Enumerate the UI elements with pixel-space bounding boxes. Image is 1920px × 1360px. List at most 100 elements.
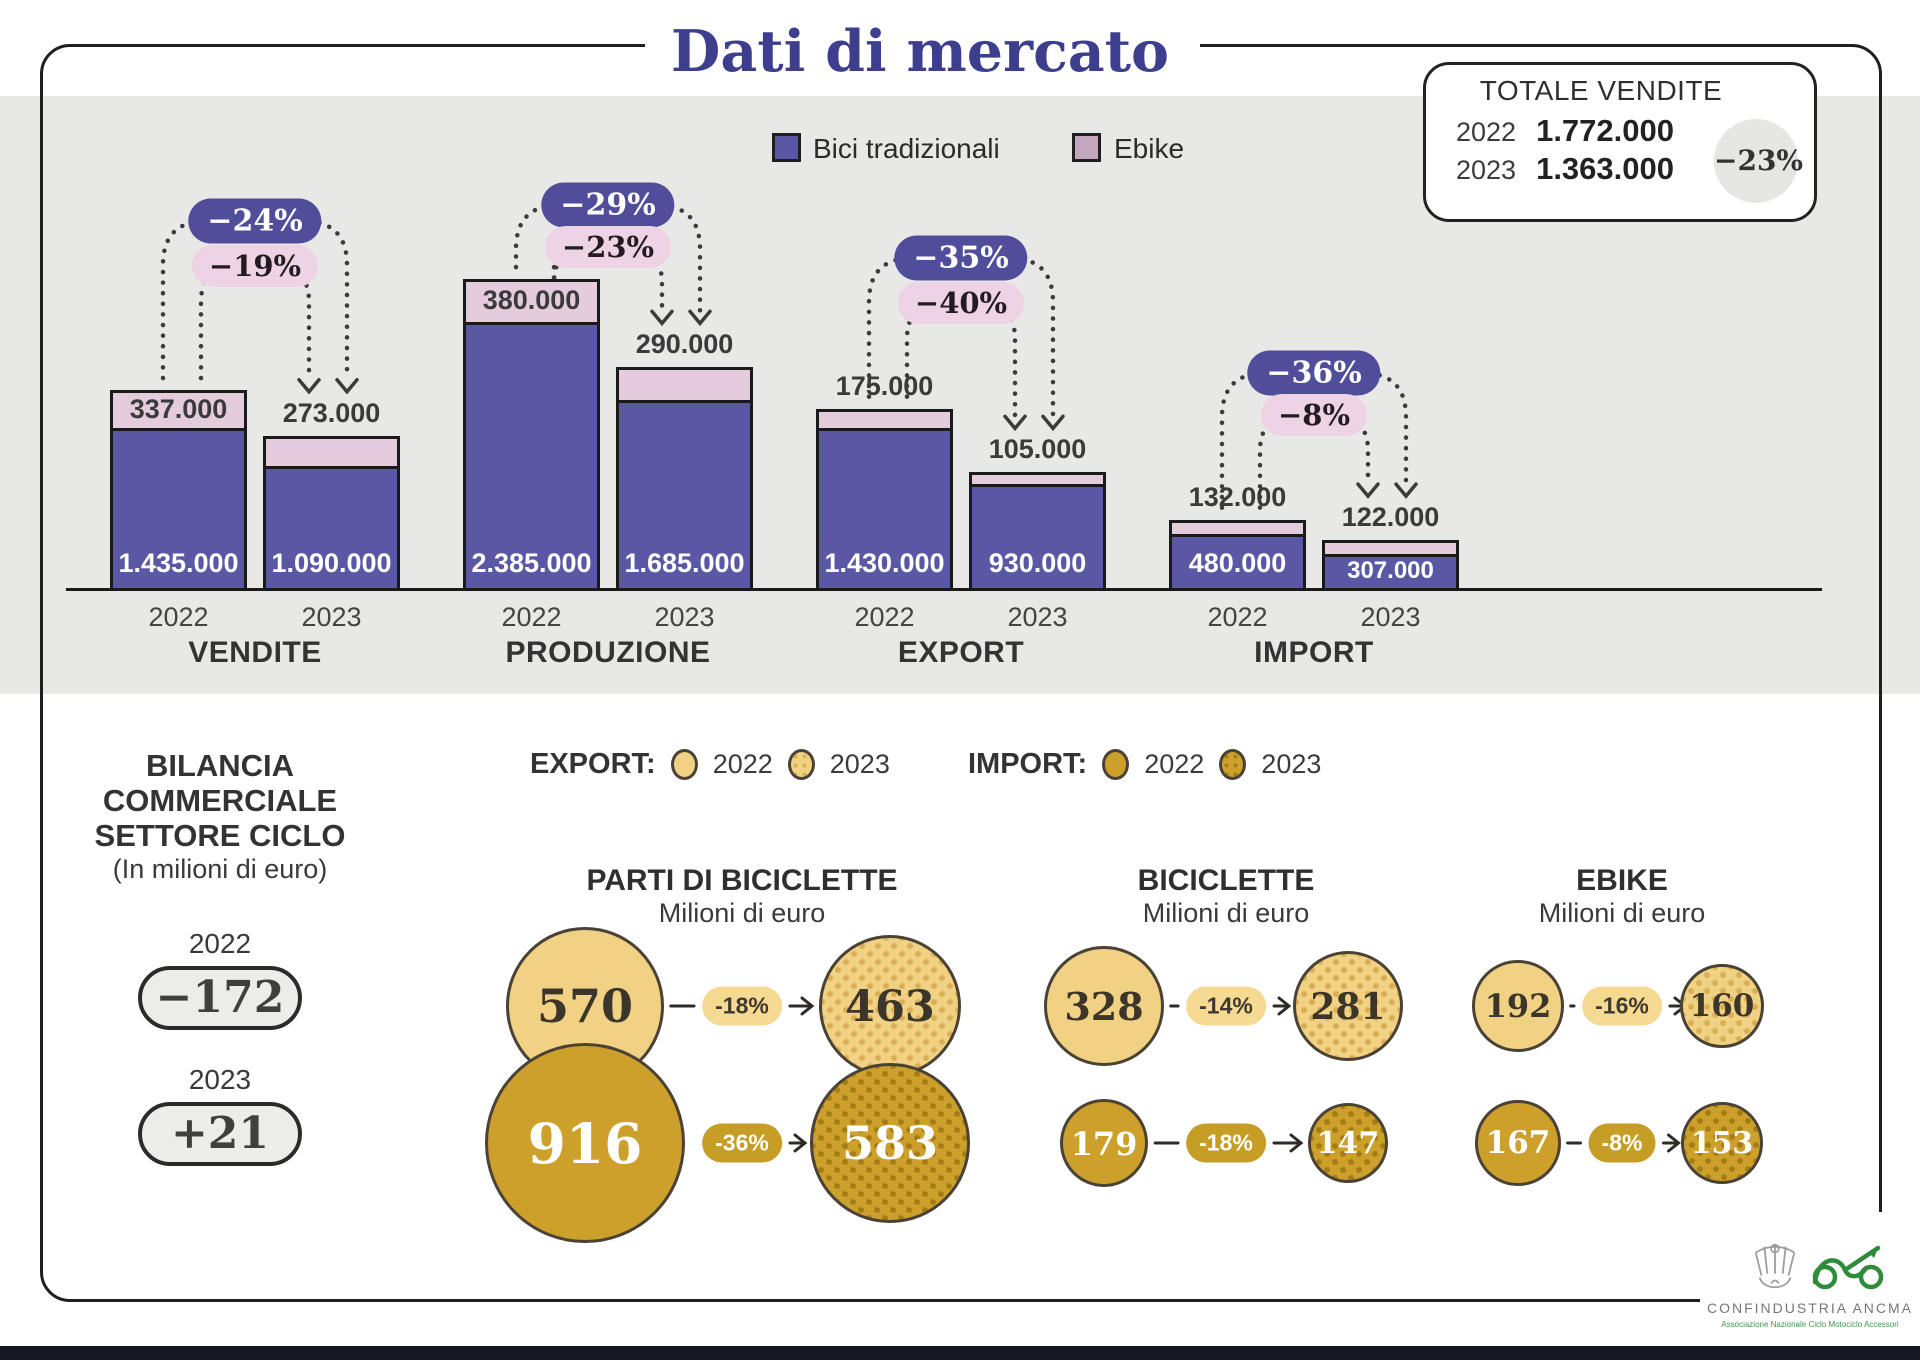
bubble-subtitle-2: Milioni di euro xyxy=(1142,898,1310,928)
bar-export-2022 xyxy=(816,408,953,588)
group-caption-export: EXPORT xyxy=(897,636,1025,669)
legend-label-ebike: Ebike xyxy=(1114,133,1185,164)
legend-swatch-bici xyxy=(772,133,801,162)
bubble-import-2022: 916 xyxy=(485,1043,685,1243)
totale-year: 2022 xyxy=(1456,117,1517,147)
bar-segment-ebike xyxy=(266,438,397,470)
axis-year-label: 2022 xyxy=(501,602,562,632)
bubble-import-2022: 167 xyxy=(1475,1100,1561,1186)
import-2023-label: 2023 xyxy=(1261,749,1322,779)
export-legend: EXPORT: 2022 2023 xyxy=(530,748,890,781)
bubble-delta-badge: -18% xyxy=(702,986,782,1026)
import-legend-label: IMPORT: xyxy=(968,748,1088,780)
bar-produzione-2023 xyxy=(616,367,753,588)
bubble-delta-badge: -8% xyxy=(1588,1123,1656,1163)
totale-vendite-box: TOTALE VENDITE 2022 1.772.000 2023 1.363… xyxy=(1423,62,1817,222)
axis-year-label: 2022 xyxy=(1207,602,1268,632)
delta-badge-bici: −24% xyxy=(188,198,322,244)
bar-segment-ebike xyxy=(972,475,1103,488)
export-2023-label: 2023 xyxy=(829,749,890,779)
bar-value-ebike: 175.000 xyxy=(835,370,934,401)
confindustria-eagle-icon xyxy=(1748,1238,1802,1299)
import-2023-swatch xyxy=(1219,749,1247,780)
bar-export-2023 xyxy=(969,472,1106,588)
totale-delta-badge: −23% xyxy=(1714,119,1803,203)
bar-value-ebike: 132.000 xyxy=(1188,481,1287,512)
delta-badge-ebike: −40% xyxy=(897,282,1025,324)
export-2022-swatch xyxy=(670,749,698,780)
title-backdrop xyxy=(645,26,1200,88)
bar-value-ebike: 290.000 xyxy=(635,329,734,360)
bubble-subtitle-1: Milioni di euro xyxy=(658,898,826,928)
bar-value-bici: 930.000 xyxy=(988,548,1087,578)
delta-badge-ebike: −8% xyxy=(1260,394,1368,436)
totale-year: 2023 xyxy=(1456,155,1517,185)
axis-year-label: 2022 xyxy=(148,602,209,632)
axis-year-label: 2023 xyxy=(654,602,715,632)
delta-badge-ebike: −23% xyxy=(544,226,672,268)
totale-value: 1.363.000 xyxy=(1536,151,1674,186)
brand-subtitle: Associazione Nazionale Ciclo Motociclo A… xyxy=(1721,1320,1899,1329)
bubble-export-2023: 281 xyxy=(1292,950,1404,1062)
brand-name: CONFINDUSTRIA ANCMA xyxy=(1706,1300,1913,1316)
totale-row: 2023 1.363.000 xyxy=(1456,151,1814,187)
bubble-import-2023: 583 xyxy=(810,1063,970,1223)
bubble-delta-badge: -18% xyxy=(1186,1123,1266,1163)
totale-vendite-title: TOTALE VENDITE xyxy=(1479,75,1723,106)
bar-value-bici: 1.685.000 xyxy=(624,548,745,578)
bar-value-ebike: 105.000 xyxy=(988,434,1087,465)
import-2022-swatch xyxy=(1102,749,1130,780)
logo-row xyxy=(1738,1238,1898,1299)
delta-badge-bici: −35% xyxy=(894,235,1028,281)
delta-badge-ebike: −19% xyxy=(191,245,319,287)
bar-segment-ebike xyxy=(466,282,597,325)
delta-badge-bici: −29% xyxy=(541,182,675,228)
bilancia-title-line: BILANCIA xyxy=(145,748,295,783)
bubble-title-3: EBIKE xyxy=(1576,864,1668,897)
bilancia-year: 2022 xyxy=(188,928,252,959)
bubble-import-2022: 179 xyxy=(1059,1098,1149,1188)
bubble-import-2023: 147 xyxy=(1307,1102,1388,1183)
bar-value-ebike: 380.000 xyxy=(482,285,581,316)
bar-segment-ebike xyxy=(1172,522,1303,538)
bubble-title-2: BICICLETTE xyxy=(1137,864,1315,897)
bar-segment-ebike xyxy=(113,393,244,431)
bar-segment-ebike xyxy=(1325,543,1456,557)
bar-segment-ebike xyxy=(619,370,750,403)
delta-badge-bici: −36% xyxy=(1247,350,1381,396)
bilancia-title-line: SETTORE CICLO xyxy=(94,818,346,853)
bubble-delta-badge: -16% xyxy=(1582,986,1662,1026)
legend-label-bici: Bici tradizionali xyxy=(813,133,1000,164)
bar-value-bici: 307.000 xyxy=(1347,556,1434,584)
group-caption-import: IMPORT xyxy=(1254,636,1374,669)
bubble-import-2023: 153 xyxy=(1681,1102,1763,1184)
bubble-subtitle-3: Milioni di euro xyxy=(1538,898,1706,928)
axis-year-label: 2023 xyxy=(301,602,362,632)
group-caption-produzione: PRODUZIONE xyxy=(505,636,711,669)
bilancia-year: 2023 xyxy=(188,1064,252,1095)
bubble-export-2023: 463 xyxy=(818,934,961,1077)
bilancia-value-pill: −172 xyxy=(138,966,302,1030)
bilancia-title-line: COMMERCIALE xyxy=(102,783,338,818)
bilancia-block: BILANCIA COMMERCIALE SETTORE CICLO (In m… xyxy=(88,748,352,1166)
export-legend-label: EXPORT: xyxy=(530,748,656,780)
logo-backdrop xyxy=(1700,1212,1920,1346)
bar-produzione-2022 xyxy=(463,279,600,588)
bilancia-subtitle: (In milioni di euro) xyxy=(112,854,328,884)
chart-baseline xyxy=(66,588,1822,591)
axis-year-label: 2023 xyxy=(1007,602,1068,632)
bar-vendite-2023 xyxy=(263,435,400,588)
page-title: Dati di mercato xyxy=(670,18,1170,85)
bar-value-bici: 1.090.000 xyxy=(271,548,392,578)
bar-value-bici: 480.000 xyxy=(1188,548,1287,578)
bilancia-value-pill: +21 xyxy=(138,1102,302,1166)
bar-import-2023 xyxy=(1322,540,1459,588)
bubble-export-2023: 160 xyxy=(1680,964,1764,1048)
bar-value-bici: 1.435.000 xyxy=(118,548,239,578)
bar-import-2022 xyxy=(1169,519,1306,588)
import-legend: IMPORT: 2022 2023 xyxy=(968,748,1321,781)
bubble-export-2022: 192 xyxy=(1472,960,1564,1052)
bar-vendite-2022 xyxy=(110,390,247,588)
group-caption-vendite: VENDITE xyxy=(188,636,322,669)
bubble-export-2022: 328 xyxy=(1044,946,1164,1066)
